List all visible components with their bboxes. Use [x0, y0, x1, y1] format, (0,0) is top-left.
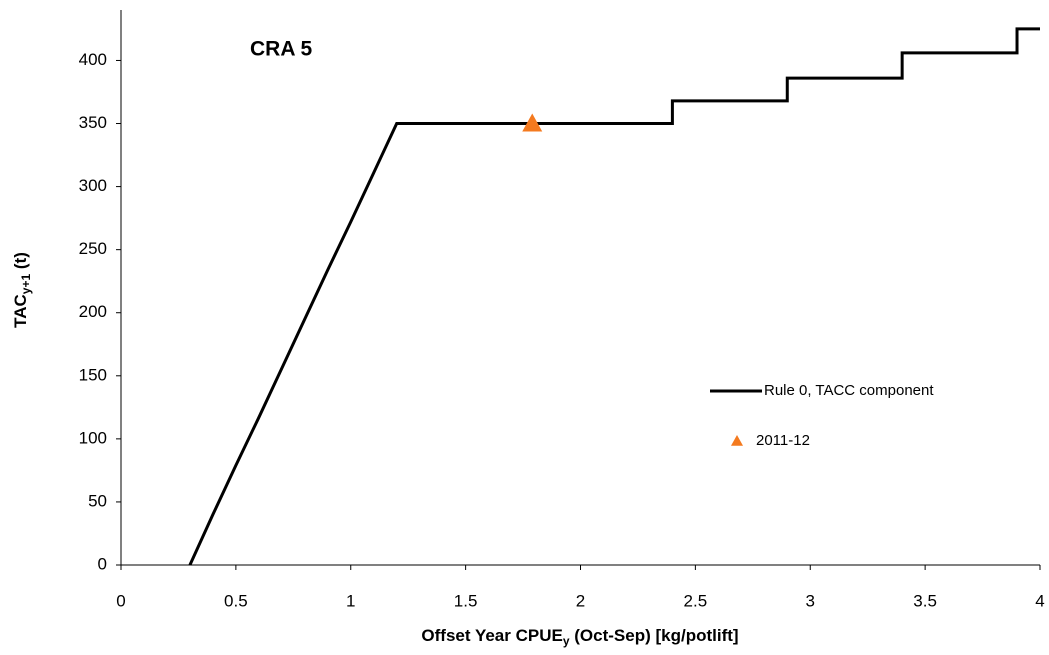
x-tick-label: 1: [346, 591, 355, 610]
x-tick-label: 0.5: [224, 591, 248, 610]
x-tick-label: 2: [576, 591, 585, 610]
legend-swatch: [731, 435, 743, 446]
y-tick-label: 50: [88, 491, 107, 510]
y-label-part: (t): [11, 252, 30, 274]
y-tick-label: 100: [79, 428, 107, 447]
y-axis-label: TACy+1 (t): [11, 252, 33, 328]
x-axis-label: Offset Year CPUEy (Oct-Sep) [kg/potlift]: [421, 626, 738, 648]
x-label-part: Offset Year CPUE: [421, 626, 562, 645]
x-tick-label: 1.5: [454, 591, 478, 610]
y-tick-label: 150: [79, 365, 107, 384]
y-label-sub: y+1: [19, 274, 33, 295]
y-label-part: TAC: [11, 294, 30, 328]
y-tick-label: 250: [79, 239, 107, 258]
y-tick-label: 300: [79, 176, 107, 195]
y-tick-label: 400: [79, 50, 107, 69]
x-tick-label: 3: [806, 591, 815, 610]
x-tick-label: 0: [116, 591, 125, 610]
x-label-part: (Oct-Sep) [kg/potlift]: [570, 626, 739, 645]
data-line: [188, 27, 1040, 566]
x-tick-label: 2.5: [684, 591, 708, 610]
x-tick-label: 4: [1035, 591, 1044, 610]
legend-label: Rule 0, TACC component: [764, 382, 934, 399]
y-tick-label: 350: [79, 113, 107, 132]
x-tick-label: 3.5: [913, 591, 937, 610]
y-tick-label: 0: [98, 554, 107, 573]
x-label-sub: y: [563, 634, 570, 648]
legend-label: 2011-12: [756, 432, 810, 449]
data-point: [522, 113, 543, 132]
y-tick-label: 200: [79, 302, 107, 321]
chart-title: CRA 5: [250, 38, 313, 61]
